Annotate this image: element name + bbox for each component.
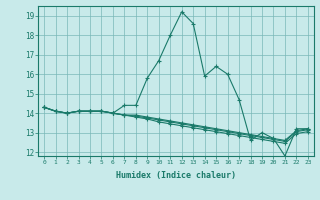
- X-axis label: Humidex (Indice chaleur): Humidex (Indice chaleur): [116, 171, 236, 180]
